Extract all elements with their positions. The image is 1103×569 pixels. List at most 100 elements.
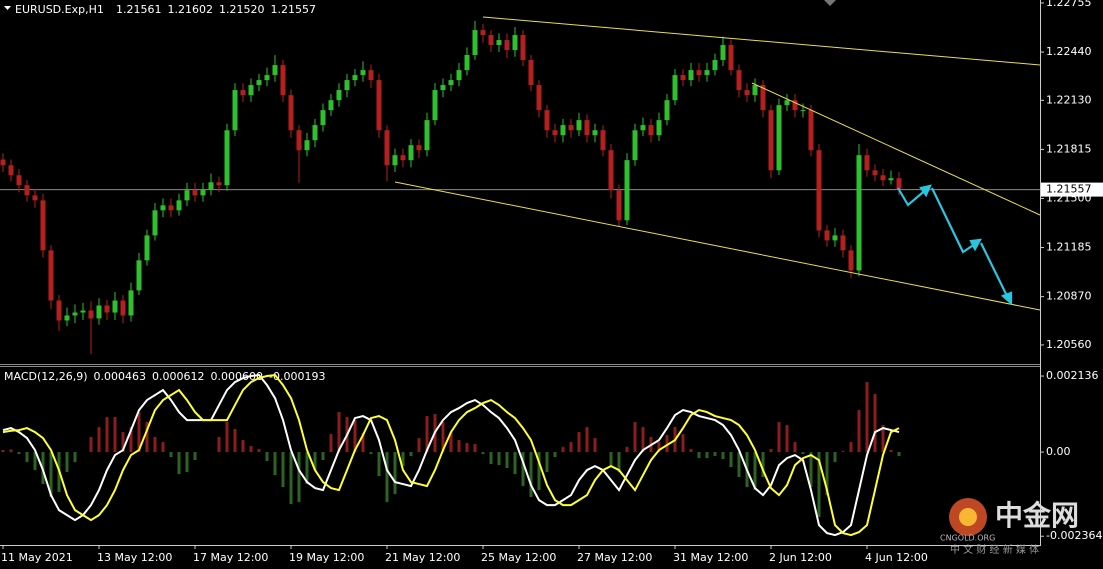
histogram-bar xyxy=(553,452,557,458)
candle-body xyxy=(8,165,14,176)
candle-body xyxy=(800,110,806,112)
candle-body xyxy=(496,40,502,46)
candle-body xyxy=(440,85,446,91)
arrow-head xyxy=(1000,291,1013,306)
candle-body xyxy=(320,110,326,126)
candle-body xyxy=(384,130,390,166)
candle-body xyxy=(160,205,166,211)
histogram-bar xyxy=(729,452,733,468)
histogram-bar xyxy=(593,438,597,453)
histogram-bar xyxy=(825,452,829,496)
candle-body xyxy=(280,65,286,96)
histogram-bar xyxy=(385,452,389,503)
candle-body xyxy=(304,140,310,151)
histogram-bar xyxy=(401,452,405,467)
candle-body xyxy=(80,310,86,313)
candle-body xyxy=(512,35,518,51)
histogram-bar xyxy=(769,449,773,453)
histogram-bar xyxy=(657,442,661,453)
y-tick-label: 1.21815 xyxy=(1046,142,1092,155)
candle-body xyxy=(712,59,718,71)
candle-body xyxy=(632,130,638,161)
candle-body xyxy=(600,130,606,151)
histogram-bar xyxy=(33,452,37,471)
indicator-line xyxy=(2,373,900,537)
histogram-bar xyxy=(337,412,341,453)
candle-body xyxy=(848,250,854,271)
candle-body xyxy=(312,125,318,141)
candle-body xyxy=(792,100,798,111)
candle-body xyxy=(360,70,366,76)
candle-body xyxy=(472,30,478,55)
histogram-bar xyxy=(633,422,637,453)
histogram-bar xyxy=(217,437,221,453)
histogram-bar xyxy=(833,452,837,463)
header-value: 1.21520 xyxy=(219,3,265,16)
histogram-bar xyxy=(329,434,333,453)
histogram-bar xyxy=(73,452,77,463)
watermark-brand: 中金网 xyxy=(995,499,1079,532)
arrow-path xyxy=(980,242,1010,301)
indicator-title: MACD(12,26,9) xyxy=(4,370,88,383)
histogram-bar xyxy=(697,452,701,459)
candle-body xyxy=(376,80,382,131)
histogram-bar xyxy=(793,442,797,453)
candle-body xyxy=(872,170,878,176)
histogram-bar xyxy=(313,452,317,471)
candle-body xyxy=(24,185,30,196)
indicator-line xyxy=(2,373,900,537)
candle-body xyxy=(32,195,38,201)
candle-body xyxy=(488,35,494,46)
candle-body xyxy=(176,200,182,211)
histogram-bar xyxy=(873,394,877,453)
histogram-bar xyxy=(105,417,109,453)
candle-body xyxy=(672,75,678,101)
histogram-bar xyxy=(809,452,813,488)
current-price-label: 1.21557 xyxy=(1046,183,1092,196)
histogram-bar xyxy=(273,452,277,476)
candle-body xyxy=(96,305,102,319)
histogram-bar xyxy=(169,452,173,458)
candle-body xyxy=(864,155,870,171)
histogram-bar xyxy=(1,450,5,453)
histogram-bar xyxy=(377,452,381,477)
candle-body xyxy=(816,150,822,231)
candle-body xyxy=(208,182,214,190)
histogram-bar xyxy=(841,451,845,453)
histogram-bar xyxy=(321,452,325,461)
histogram-bar xyxy=(721,452,725,460)
y-tick-label: 1.22755 xyxy=(1046,0,1092,9)
x-tick-label: 21 May 12:00 xyxy=(385,551,460,564)
histogram-bar xyxy=(881,425,885,453)
candle-body xyxy=(704,70,710,76)
candle-body xyxy=(728,45,734,71)
histogram-bar xyxy=(225,422,229,453)
candle-body xyxy=(136,260,142,291)
candle-body xyxy=(120,300,126,316)
histogram-bar xyxy=(161,442,165,453)
menu-triangle[interactable] xyxy=(4,6,11,10)
histogram-bar xyxy=(249,446,253,453)
histogram-bar xyxy=(641,427,645,453)
candle-body xyxy=(760,85,766,111)
trend-line xyxy=(751,82,1041,216)
histogram-bar xyxy=(289,452,293,505)
candle-body xyxy=(680,75,686,81)
histogram-bar xyxy=(465,443,469,453)
x-tick-label: 27 May 12:00 xyxy=(577,551,652,564)
candle-body xyxy=(264,75,270,81)
candle-body xyxy=(0,159,6,166)
histogram-bar xyxy=(521,452,525,487)
candle-body xyxy=(568,125,574,131)
histogram-bar xyxy=(177,452,181,475)
histogram-bar xyxy=(17,452,21,455)
candle-body xyxy=(248,85,254,96)
histogram-bar xyxy=(305,452,309,485)
candle-body xyxy=(272,65,278,76)
candle-body xyxy=(352,75,358,81)
trend-lines xyxy=(394,16,1041,311)
candle-body xyxy=(592,130,598,136)
histogram-bar xyxy=(281,452,285,488)
histogram-bar xyxy=(681,434,685,453)
